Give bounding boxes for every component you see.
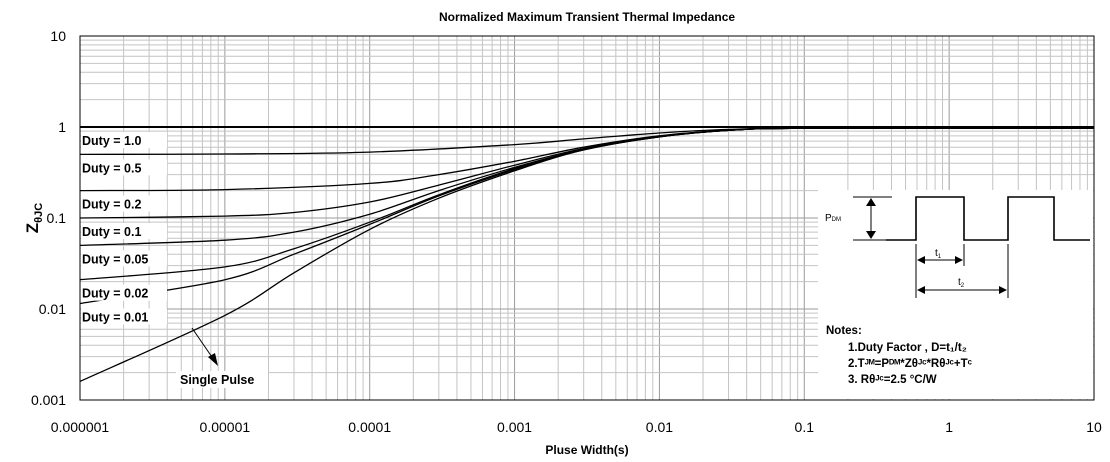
duty-label-bg bbox=[81, 132, 167, 148]
y-tick-labels: 0.001 0.01 0.1 1 10 bbox=[31, 28, 66, 408]
duty-label-text: Duty = 1.0 bbox=[82, 134, 141, 148]
series-line-single-pulse bbox=[79, 127, 1095, 382]
t2-label: t2 bbox=[958, 277, 965, 289]
series-line-duty-0-2 bbox=[79, 127, 1095, 192]
duty-label-bg bbox=[81, 223, 167, 239]
pdm-label-sub: DM bbox=[832, 217, 841, 223]
x-tick-label: 0.000001 bbox=[51, 419, 110, 435]
x-tick-label: 0.00001 bbox=[200, 419, 251, 435]
notes-heading: Notes: bbox=[826, 325, 862, 337]
t1-label-main: t bbox=[935, 248, 938, 259]
series-lines bbox=[79, 126, 1095, 382]
duty-label-text: Duty = 0.5 bbox=[82, 161, 141, 175]
x-axis-label: Pluse Width(s) bbox=[545, 443, 628, 457]
duty-label-bg bbox=[81, 195, 167, 212]
x-tick-labels: 0.000001 0.00001 0.0001 0.001 0.01 0.1 1 10 bbox=[51, 419, 1102, 435]
y-tick-label: 0.1 bbox=[47, 210, 67, 226]
notes-line-1: 1.Duty Factor , D=t₁/t₂ bbox=[848, 342, 967, 354]
x-tick-label: 1 bbox=[945, 419, 953, 435]
pdm-arrow-down bbox=[866, 231, 876, 239]
pdm-label: PDM bbox=[825, 213, 841, 224]
t2-arrow-left bbox=[917, 286, 925, 294]
x-tick-label: 0.001 bbox=[497, 419, 532, 435]
duty-label-bg bbox=[81, 250, 167, 267]
t2-label-sub: 2 bbox=[961, 283, 965, 289]
y-tick-label: 0.01 bbox=[39, 301, 66, 317]
t2-arrow-right bbox=[999, 286, 1007, 294]
t1-label-sub: 1 bbox=[938, 254, 942, 260]
pulse-waveform-diagram bbox=[853, 196, 1090, 298]
single-pulse-arrowhead bbox=[208, 353, 218, 366]
chart-title: Normalized Maximum Transient Thermal Imp… bbox=[439, 10, 735, 24]
notes-line-2: 2.Tᴶᴹ=Pᴰᴹ*Zθᴶᶜ*Rθᴶᶜ+Tᶜ bbox=[848, 358, 973, 370]
duty-label: Duty = 0.5 bbox=[81, 159, 167, 176]
y-axis-label-main: Z bbox=[23, 223, 42, 233]
duty-label: Duty = 0.05 bbox=[81, 250, 167, 267]
y-tick-label: 1 bbox=[58, 119, 66, 135]
pdm-label-main: P bbox=[825, 213, 832, 224]
t1-arrow-left bbox=[917, 256, 925, 264]
y-tick-label: 10 bbox=[50, 28, 66, 44]
duty-label-bg bbox=[81, 308, 167, 325]
duty-labels: Duty = 1.0 Duty = 0.5 Duty = 0.2 Duty = 0.1… bbox=[81, 132, 167, 325]
duty-label-text: Duty = 0.2 bbox=[82, 198, 141, 212]
x-tick-label: 0.1 bbox=[795, 419, 815, 435]
x-tick-label: 0.01 bbox=[646, 419, 673, 435]
t2-label-main: t bbox=[958, 277, 961, 288]
inset-box bbox=[818, 190, 1093, 399]
duty-label: Duty = 1.0 bbox=[81, 132, 167, 148]
y-tick-label: 0.001 bbox=[31, 392, 66, 408]
duty-label-text: Duty = 0.1 bbox=[82, 225, 141, 239]
t1-arrow-right bbox=[955, 256, 963, 264]
duty-label-bg bbox=[81, 159, 167, 176]
duty-label: Duty = 0.2 bbox=[81, 195, 167, 212]
x-tick-label: 10 bbox=[1086, 419, 1102, 435]
duty-label-text: Duty = 0.05 bbox=[82, 252, 148, 266]
duty-label: Duty = 0.01 bbox=[81, 308, 167, 325]
duty-label-text: Duty = 0.02 bbox=[82, 287, 148, 301]
notes-line-3: 3. Rθᴶᶜ=2.5 °C/W bbox=[848, 374, 937, 386]
x-tick-label: 0.0001 bbox=[348, 419, 391, 435]
single-pulse-arrow bbox=[191, 327, 215, 361]
single-pulse-label-bg bbox=[176, 371, 268, 388]
duty-label: Duty = 0.1 bbox=[81, 223, 167, 239]
t1-label: t1 bbox=[935, 248, 942, 260]
single-pulse-label: Single Pulse bbox=[180, 373, 254, 387]
duty-label-text: Duty = 0.01 bbox=[82, 310, 148, 324]
y-axis-label-sub: θJC bbox=[33, 203, 45, 223]
duty-label-bg bbox=[81, 284, 167, 301]
pdm-arrow-up bbox=[866, 198, 876, 206]
grid bbox=[79, 36, 1094, 401]
y-axis-label: ZθJC bbox=[23, 203, 45, 233]
duty-label: Duty = 0.02 bbox=[81, 284, 167, 301]
pulse-waveform bbox=[886, 196, 1090, 241]
